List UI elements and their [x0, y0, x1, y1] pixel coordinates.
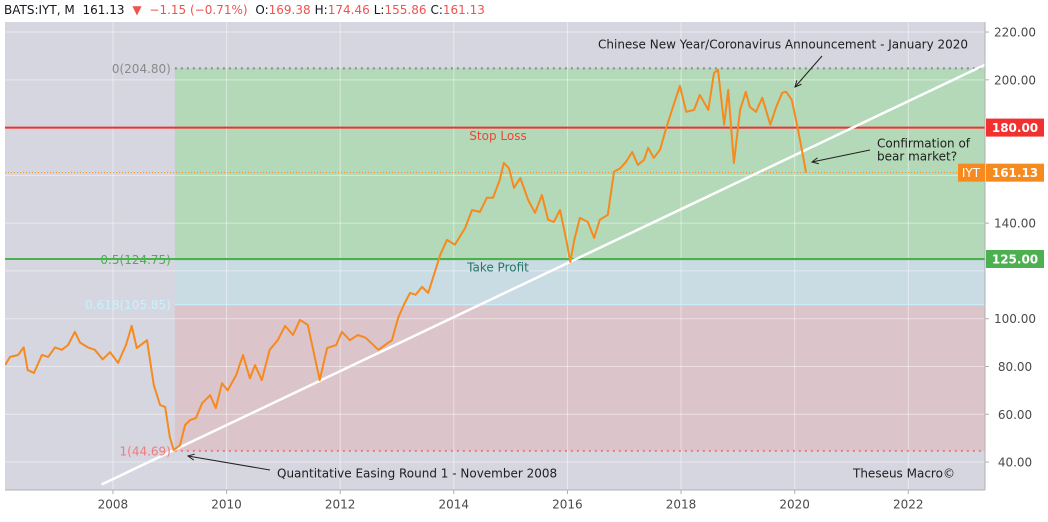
- level-value-label: 125.00: [992, 252, 1038, 266]
- level-name: Stop Loss: [469, 129, 526, 143]
- price-badge: [986, 163, 1044, 182]
- y-tick-label: 220.00: [994, 26, 1036, 40]
- y-tick-label: 100.00: [994, 312, 1036, 326]
- ohlc-value: 155.86: [384, 3, 427, 17]
- ohlc-label: C:: [430, 3, 443, 17]
- x-tick-label: 2016: [552, 498, 583, 512]
- trendline: [101, 63, 985, 486]
- legend-header: BATS:IYT, M 161.13 ▼ −1.15 (−0.71%) O:16…: [4, 1, 493, 19]
- annotation-arrow: [811, 149, 871, 163]
- x-tick-label: 2020: [779, 498, 810, 512]
- fib-zone: [174, 304, 985, 451]
- annotation-arrow: [794, 55, 823, 88]
- ohlc-label: H:: [314, 3, 328, 17]
- fib-label: 0.5(124.75): [100, 253, 170, 267]
- price-name: IYT: [962, 166, 981, 180]
- x-tick-label: 2012: [325, 498, 356, 512]
- change: −1.15 (−0.71%): [149, 3, 248, 17]
- symbol: BATS:IYT, M: [4, 3, 75, 17]
- annotation: Confirmation of: [877, 137, 971, 151]
- ohlc-value: 169.38: [268, 3, 311, 17]
- y-tick-label: 60.00: [998, 408, 1032, 422]
- down-icon: ▼: [132, 3, 142, 17]
- fib-zone: [174, 259, 985, 305]
- last-price: 161.13: [82, 3, 125, 17]
- annotation-arrow: [187, 455, 271, 471]
- y-tick-label: 40.00: [998, 456, 1032, 470]
- x-tick-label: 2008: [98, 498, 129, 512]
- y-tick-label: 200.00: [994, 73, 1036, 87]
- level-value-label: 180.00: [992, 121, 1038, 135]
- annotation: Quantitative Easing Round 1 - November 2…: [277, 467, 557, 481]
- overlay: 0(204.80) 0.5(124.75) 0.618(105.85) 1(44.69…: [85, 26, 1044, 512]
- fib-zone: [174, 68, 985, 260]
- arrow-head: [186, 453, 195, 461]
- x-tick-label: 2018: [666, 498, 697, 512]
- ohlc-value: 174.46: [327, 3, 370, 17]
- level-badge: [986, 249, 1044, 268]
- ohlc-label: O:: [255, 3, 269, 17]
- plot: [5, 22, 985, 490]
- annotation: Theseus Macro©: [852, 467, 955, 481]
- annotation: Chinese New Year/Coronavirus Announcemen…: [598, 38, 968, 52]
- fib-label: 0(204.80): [112, 62, 171, 76]
- price-name-badge: [958, 163, 985, 182]
- ohlc-value: 161.13: [442, 3, 485, 17]
- annotation: bear market?: [877, 150, 957, 164]
- price-series: [5, 68, 807, 452]
- arrow-head: [794, 80, 802, 88]
- level-badge: [986, 118, 1044, 137]
- y-tick-label: 140.00: [994, 217, 1036, 231]
- level-name: Take Profit: [466, 260, 529, 274]
- x-tick-label: 2014: [439, 498, 470, 512]
- arrow-head: [810, 157, 819, 165]
- y-tick-label: 80.00: [998, 360, 1032, 374]
- fib-label: 0.618(105.85): [85, 298, 171, 312]
- x-tick-label: 2022: [893, 498, 924, 512]
- ohlc-label: L:: [373, 3, 385, 17]
- fib-label: 1(44.69): [120, 444, 171, 458]
- x-tick-label: 2010: [211, 498, 242, 512]
- ohlc: O:169.38 H:174.46 L:155.86 C:161.13: [255, 3, 489, 17]
- price-value-label: 161.13: [992, 166, 1038, 180]
